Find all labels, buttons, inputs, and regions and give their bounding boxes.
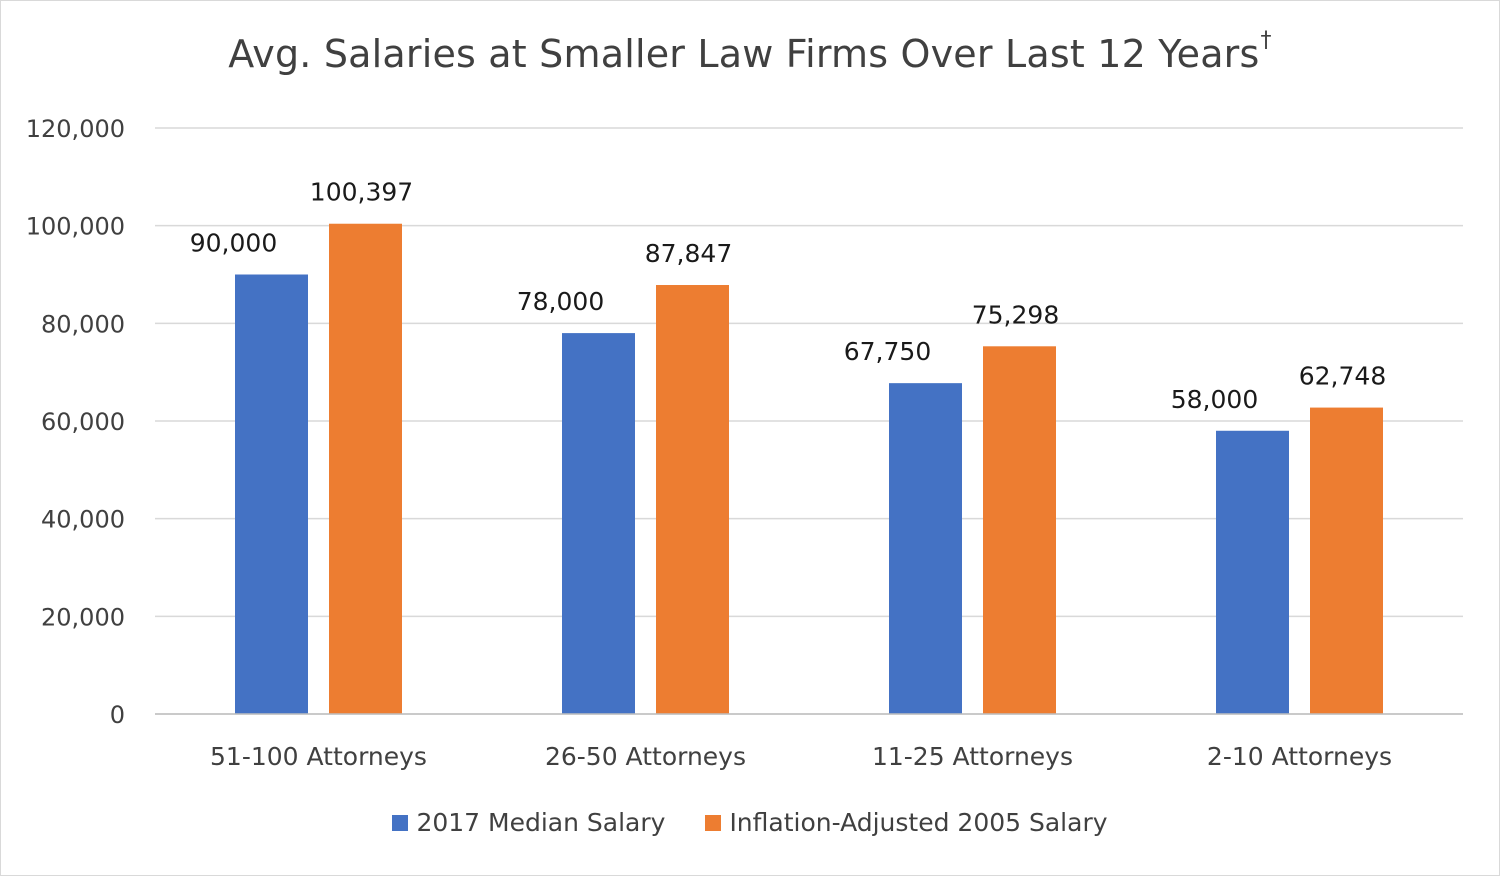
bar-2017-3 <box>1216 430 1289 714</box>
y-tick-label: 60,000 <box>41 408 125 436</box>
y-tick-label: 20,000 <box>41 603 125 631</box>
bar-2005-3 <box>1310 407 1383 714</box>
y-tick-label: 0 <box>110 701 125 729</box>
legend-item-2005: Inflation-Adjusted 2005 Salary <box>705 808 1108 837</box>
data-label: 90,000 <box>190 229 277 258</box>
legend-swatch-2017 <box>392 814 409 831</box>
legend-label-2017: 2017 Median Salary <box>416 808 666 837</box>
legend: 2017 Median Salary Inflation-Adjusted 20… <box>0 808 1500 837</box>
bar-2005-1 <box>656 285 729 714</box>
data-label: 75,298 <box>972 300 1059 329</box>
y-tick-label: 100,000 <box>26 213 125 241</box>
data-label: 58,000 <box>1171 385 1258 414</box>
bar-2017-1 <box>562 333 635 714</box>
bar-2017-2 <box>889 383 962 714</box>
bar-2005-0 <box>329 223 402 715</box>
y-tick-label: 120,000 <box>26 115 125 143</box>
data-label: 67,750 <box>844 337 931 366</box>
x-category-label: 2-10 Attorneys <box>1207 742 1392 771</box>
x-category-label: 51-100 Attorneys <box>210 742 427 771</box>
y-tick-label: 80,000 <box>41 310 125 338</box>
legend-swatch-2005 <box>705 814 722 831</box>
data-label: 78,000 <box>517 287 604 316</box>
data-label: 87,847 <box>645 239 732 268</box>
legend-item-2017: 2017 Median Salary <box>392 808 665 837</box>
x-category-label: 26-50 Attorneys <box>545 742 746 771</box>
y-tick-label: 40,000 <box>41 506 125 534</box>
bar-2017-0 <box>235 274 308 714</box>
data-label: 100,397 <box>310 178 413 207</box>
chart-title: Avg. Salaries at Smaller Law Firms Over … <box>228 28 1272 76</box>
title-dagger: † <box>1260 28 1272 53</box>
data-label: 62,748 <box>1299 362 1386 391</box>
legend-label-2005: Inflation-Adjusted 2005 Salary <box>729 808 1108 837</box>
x-category-label: 11-25 Attorneys <box>872 742 1073 771</box>
bar-2005-2 <box>983 346 1056 714</box>
